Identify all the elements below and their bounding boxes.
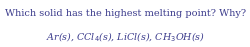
Text: Ar(s), CCl$_4$(s), LiCl(s), CH$_3$OH(s): Ar(s), CCl$_4$(s), LiCl(s), CH$_3$OH(s) xyxy=(46,30,204,43)
Text: Which solid has the highest melting point? Why?: Which solid has the highest melting poin… xyxy=(5,9,245,18)
